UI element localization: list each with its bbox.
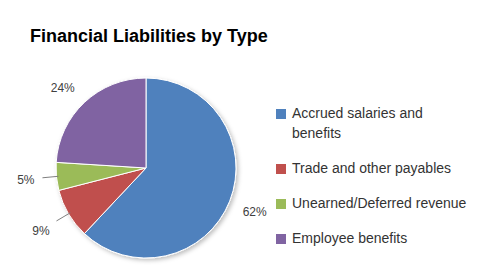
legend-swatch bbox=[276, 199, 286, 209]
data-label: 9% bbox=[32, 224, 50, 238]
legend-label: Accrued salaries andbenefits bbox=[292, 105, 423, 141]
data-label: 5% bbox=[17, 173, 35, 187]
legend-label: Unearned/Deferred revenue bbox=[292, 195, 467, 211]
data-labels: 62% 9% 5% 24% bbox=[17, 81, 267, 238]
chart-title: Financial Liabilities by Type bbox=[30, 26, 268, 46]
legend: Accrued salaries andbenefits Trade and ot… bbox=[276, 105, 467, 246]
legend-label: Trade and other payables bbox=[292, 160, 451, 176]
data-label: 62% bbox=[243, 205, 267, 219]
legend-swatch bbox=[276, 164, 286, 174]
leader-line bbox=[42, 176, 58, 178]
chart-root: Financial Liabilities by Type 62% 9% 5% 24% A… bbox=[0, 0, 500, 278]
chart: Financial Liabilities by Type 62% 9% 5% 24% A… bbox=[0, 0, 500, 278]
legend-label: Employee benefits bbox=[292, 230, 407, 246]
leader-line bbox=[56, 213, 70, 221]
legend-swatch bbox=[276, 234, 286, 244]
legend-swatch bbox=[276, 109, 286, 119]
data-label: 24% bbox=[51, 81, 75, 95]
pie bbox=[56, 78, 236, 258]
